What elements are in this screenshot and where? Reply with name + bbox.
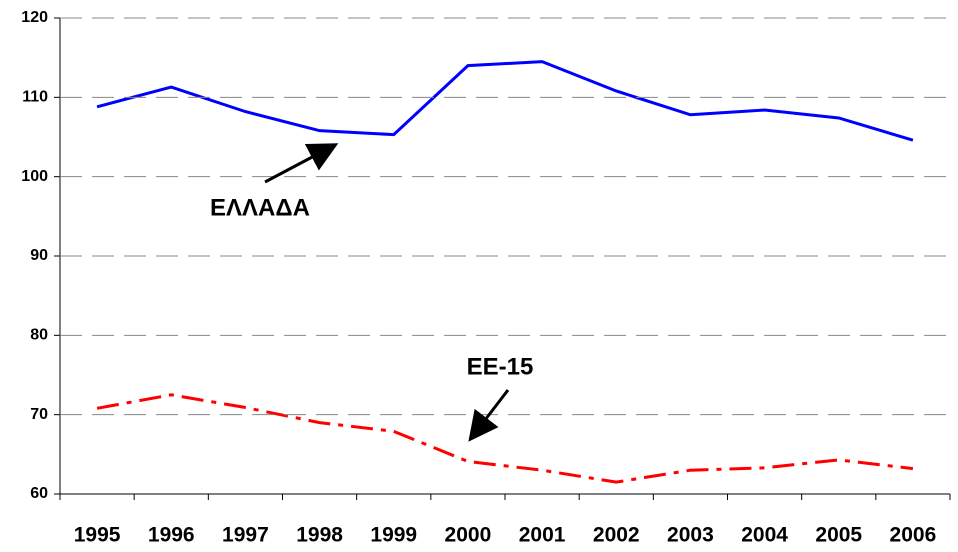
series-line <box>96 60 914 142</box>
x-tick-label: 1995 <box>74 524 121 547</box>
x-tick-label: 2005 <box>815 524 862 547</box>
y-tick-label: 80 <box>30 327 48 344</box>
annotation: ΕΕ-15 <box>467 353 534 380</box>
x-tick-label: 2002 <box>593 524 640 547</box>
arrow <box>468 389 510 442</box>
x-tick-label: 2006 <box>890 524 937 547</box>
x-tick-label: 2001 <box>519 524 566 547</box>
x-tick-label: 1997 <box>222 524 269 547</box>
x-tick-label: 2003 <box>667 524 714 547</box>
arrow <box>264 143 339 184</box>
y-tick-label: 70 <box>30 406 48 423</box>
y-tick-label: 100 <box>21 168 48 185</box>
y-tick-label: 110 <box>22 89 48 106</box>
x-tick-label: 1996 <box>148 524 195 547</box>
y-tick-label: 60 <box>30 485 48 502</box>
series-line <box>96 393 914 484</box>
x-tick-label: 1998 <box>296 524 343 547</box>
x-tick-label: 2000 <box>445 524 492 547</box>
y-tick-label: 120 <box>21 9 48 26</box>
y-tick-label: 90 <box>30 247 48 264</box>
x-tick-label: 1999 <box>370 524 417 547</box>
annotation: ΕΛΛΑΔΑ <box>210 194 310 221</box>
x-tick-label: 2004 <box>741 524 788 547</box>
